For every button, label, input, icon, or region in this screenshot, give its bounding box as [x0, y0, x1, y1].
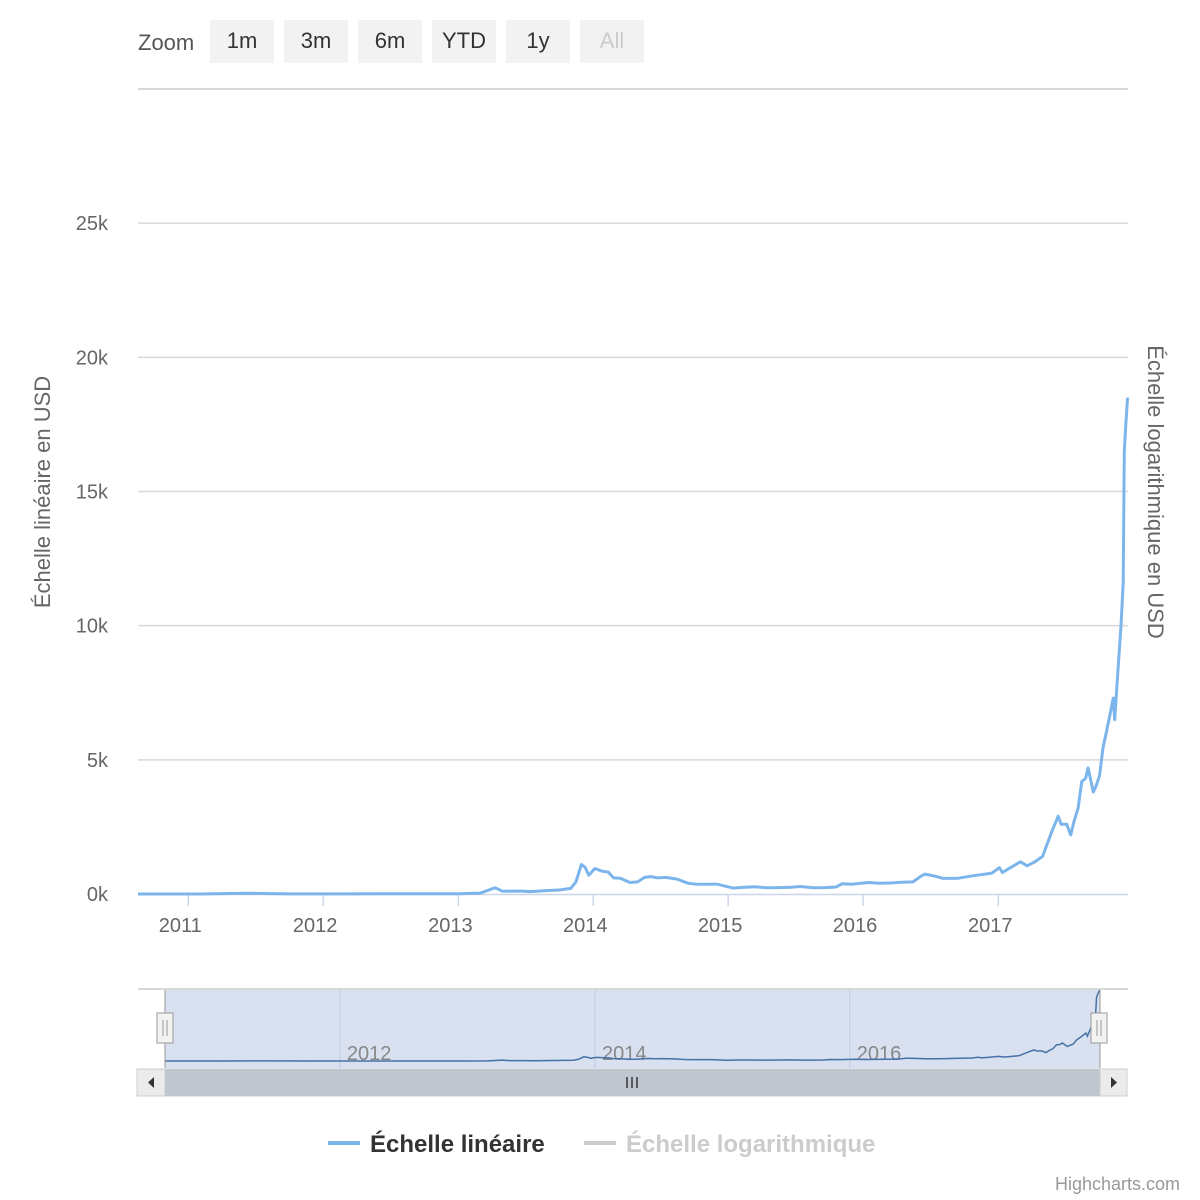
navigator-tick-label: 2012	[347, 1043, 392, 1065]
navigator[interactable]: 2012 2014 2016	[138, 988, 1128, 1068]
range-selector: Zoom 1m 3m 6m YTD 1y All	[138, 20, 644, 63]
zoom-button-label: 3m	[301, 28, 332, 53]
zoom-button-label: YTD	[442, 28, 486, 53]
scrollbar-left-button[interactable]	[136, 1068, 166, 1097]
y-tick-label: 5k	[87, 750, 109, 772]
zoom-button-label: 6m	[375, 28, 406, 53]
series-line-linear[interactable]	[138, 397, 1130, 896]
zoom-button-ytd[interactable]: YTD	[432, 20, 496, 63]
x-tick-label: 2015	[698, 915, 743, 937]
zoom-button-1y[interactable]: 1y	[506, 20, 570, 63]
navigator-series-line	[165, 989, 1101, 1062]
navigator-tick-label: 2014	[602, 1043, 647, 1065]
scrollbar-right-button[interactable]	[1099, 1068, 1128, 1097]
y-axis-title-left: Échelle linéaire en USD	[30, 376, 55, 608]
y-axis-ticks: 0k 5k 10k 15k 20k 25k	[76, 213, 109, 906]
y-tick-label: 25k	[76, 213, 109, 235]
y-tick-label: 20k	[76, 347, 109, 369]
zoom-label: Zoom	[138, 30, 194, 55]
zoom-button-1m[interactable]: 1m	[210, 20, 274, 63]
x-axis-ticks: 2011 2012 2013 2014 2015 2016 2017	[159, 894, 1013, 937]
x-tick-label: 2011	[159, 915, 202, 937]
y-axis-title-right: Échelle logarithmique en USD	[1143, 345, 1168, 639]
zoom-button-6m[interactable]: 6m	[358, 20, 422, 63]
legend-label-log: Échelle logarithmique	[626, 1130, 875, 1158]
zoom-button-label: All	[600, 28, 624, 53]
arrow-right-icon	[1111, 1077, 1117, 1088]
legend: Échelle linéaire Échelle logarithmique	[328, 1130, 875, 1158]
navigator-handle-left[interactable]	[156, 1012, 174, 1044]
legend-item-linear[interactable]: Échelle linéaire	[328, 1130, 545, 1158]
credits-link[interactable]: Highcharts.com	[1055, 1174, 1180, 1194]
navigator-tick-label: 2016	[857, 1043, 902, 1065]
y-tick-label: 0k	[87, 884, 109, 906]
y-tick-label: 15k	[76, 482, 109, 504]
zoom-button-label: 1m	[227, 28, 258, 53]
arrow-left-icon	[148, 1077, 154, 1088]
x-tick-label: 2017	[968, 915, 1013, 937]
x-tick-label: 2014	[563, 915, 608, 937]
navigator-mask[interactable]	[165, 990, 1100, 1068]
zoom-button-label: 1y	[526, 28, 549, 53]
legend-label-linear: Échelle linéaire	[370, 1130, 545, 1158]
navigator-handle-right[interactable]	[1090, 1012, 1108, 1044]
x-tick-label: 2016	[833, 915, 878, 937]
x-tick-label: 2012	[293, 915, 338, 937]
scrollbar-grip-icon	[626, 1077, 638, 1088]
x-tick-label: 2013	[428, 915, 473, 937]
y-tick-label: 10k	[76, 616, 109, 638]
y-gridlines	[138, 222, 1128, 761]
zoom-button-3m[interactable]: 3m	[284, 20, 348, 63]
scrollbar[interactable]	[136, 1068, 1128, 1097]
legend-item-log[interactable]: Échelle logarithmique	[584, 1130, 875, 1158]
zoom-button-all[interactable]: All	[580, 20, 644, 63]
navigator-gridlines	[339, 990, 851, 1068]
